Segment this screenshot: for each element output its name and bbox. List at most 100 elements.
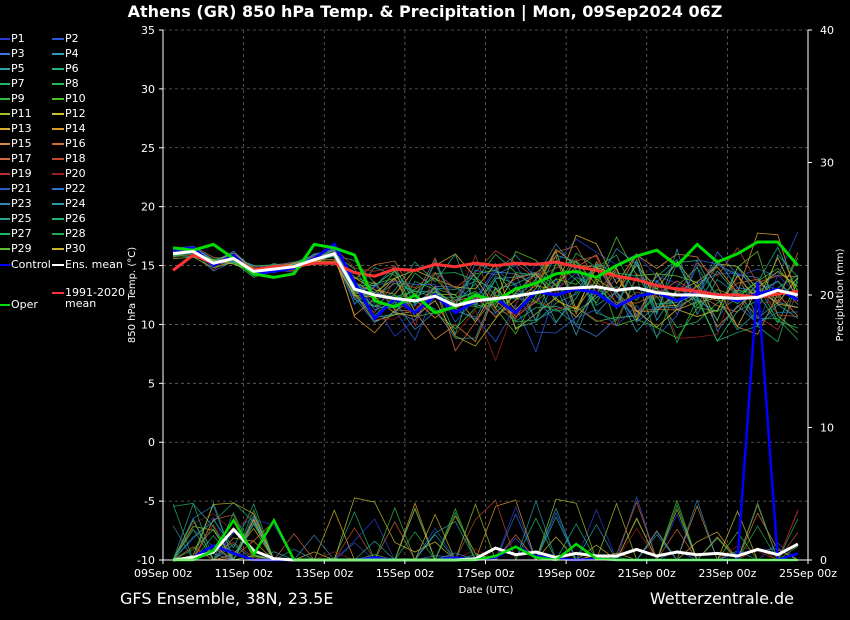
- legend-swatch: [0, 113, 10, 115]
- legend-item-member: P4: [52, 47, 79, 61]
- legend-label: P28: [65, 227, 86, 240]
- legend-swatch: [0, 158, 10, 160]
- legend-swatch: [52, 203, 64, 205]
- legend-label: P23: [11, 197, 32, 210]
- legend-swatch: [52, 248, 64, 250]
- legend-item-control: Control: [0, 258, 51, 272]
- legend-swatch: [52, 218, 64, 220]
- legend-swatch: [52, 128, 64, 130]
- legend-label: P17: [11, 152, 32, 165]
- legend-label: Ens. mean: [65, 258, 123, 271]
- legend-swatch: [52, 264, 64, 266]
- y-tick-label: 10: [141, 318, 155, 331]
- temp-line: [172, 249, 799, 308]
- legend-label: P10: [65, 92, 86, 105]
- legend-label: P11: [11, 107, 32, 120]
- y-tick-label: 0: [148, 436, 155, 449]
- legend-label: P29: [11, 242, 32, 255]
- legend-item-member: P26: [52, 212, 86, 226]
- legend-label: P15: [11, 137, 32, 150]
- legend-label: P2: [65, 32, 79, 45]
- legend-item-member: P19: [0, 167, 32, 181]
- legend-item-member: P20: [52, 167, 86, 181]
- member-line: [173, 247, 799, 339]
- legend-item-member: P10: [52, 92, 86, 106]
- legend-swatch: [0, 218, 10, 220]
- chart-title: Athens (GR) 850 hPa Temp. & Precipitatio…: [127, 2, 723, 21]
- legend-item-member: P13: [0, 122, 32, 136]
- y-right-tick-label: 40: [820, 24, 834, 37]
- legend-swatch: [52, 53, 64, 55]
- legend-label: P6: [65, 62, 79, 75]
- legend-label: P12: [65, 107, 86, 120]
- legend-item-member: P27: [0, 227, 32, 241]
- precip-line: [172, 527, 799, 562]
- legend-item-climate-mean: 1991-2020: [52, 286, 125, 300]
- legend-item-ens-mean: Ens. mean: [52, 258, 123, 272]
- x-tick-label: 19Sep 00z: [537, 567, 595, 580]
- legend-label: P25: [11, 212, 32, 225]
- legend-swatch: [0, 188, 10, 190]
- legend-swatch: [52, 158, 64, 160]
- legend-label: P3: [11, 47, 25, 60]
- legend-item-member: P16: [52, 137, 86, 151]
- legend-label: P18: [65, 152, 86, 165]
- legend-item-member: P14: [52, 122, 86, 136]
- footer-model-info: GFS Ensemble, 38N, 23.5E: [120, 589, 334, 608]
- legend-swatch: [0, 173, 10, 175]
- legend-label: P20: [65, 167, 86, 180]
- legend-swatch: [52, 143, 64, 145]
- legend-item-member: P9: [0, 92, 25, 106]
- legend-swatch: [0, 98, 10, 100]
- y-right-tick-label: 10: [820, 422, 834, 435]
- legend-item-member: P1: [0, 32, 25, 46]
- y-axis-right-label: Precipitation (mm): [835, 248, 846, 341]
- x-tick-label: 23Sep 00z: [698, 567, 756, 580]
- temp-line: [172, 253, 799, 299]
- legend-item-member: P3: [0, 47, 25, 61]
- legend-label: Oper: [11, 298, 38, 311]
- legend-swatch: [52, 83, 64, 85]
- legend-label: P14: [65, 122, 86, 135]
- legend-label: P22: [65, 182, 86, 195]
- legend-swatch: [0, 233, 10, 235]
- legend-label: P1: [11, 32, 25, 45]
- legend-item-member: P22: [52, 182, 86, 196]
- legend-item-member: P18: [52, 152, 86, 166]
- legend-item-member: P23: [0, 197, 32, 211]
- legend-label: P21: [11, 182, 32, 195]
- legend-item-member: P8: [52, 77, 79, 91]
- legend-swatch: [0, 68, 10, 70]
- y-tick-label: -5: [144, 495, 155, 508]
- legend-swatch: [52, 113, 64, 115]
- legend-label: P24: [65, 197, 86, 210]
- x-tick-label: 21Sep 00z: [618, 567, 676, 580]
- legend-item-member: P15: [0, 137, 32, 151]
- legend-item-member: P24: [52, 197, 86, 211]
- legend-swatch: [0, 83, 10, 85]
- x-axis-label: Date (UTC): [459, 585, 514, 596]
- legend-swatch: [0, 53, 10, 55]
- legend-item-member: P5: [0, 62, 25, 76]
- legend-label: P5: [11, 62, 25, 75]
- legend-label: P26: [65, 212, 86, 225]
- legend-item-member: P30: [52, 242, 86, 256]
- y-right-tick-label: 20: [820, 289, 834, 302]
- legend-swatch: [0, 38, 10, 40]
- legend-swatch: [52, 173, 64, 175]
- y-tick-label: 5: [148, 377, 155, 390]
- y-axis-label: 850 hPa Temp. (°C): [127, 247, 138, 343]
- legend-label: Control: [11, 258, 51, 271]
- legend-swatch: [0, 248, 10, 250]
- legend-swatch: [52, 68, 64, 70]
- x-tick-label: 25Sep 00z: [779, 567, 837, 580]
- legend-label: P8: [65, 77, 79, 90]
- legend-item-member: P21: [0, 182, 32, 196]
- legend-label: P7: [11, 77, 25, 90]
- legend-label: P16: [65, 137, 86, 150]
- x-tick-label: 17Sep 00z: [457, 567, 515, 580]
- legend-label: P30: [65, 242, 86, 255]
- legend-swatch: [0, 143, 10, 145]
- legend-item-member: P17: [0, 152, 32, 166]
- legend-swatch: [0, 304, 10, 306]
